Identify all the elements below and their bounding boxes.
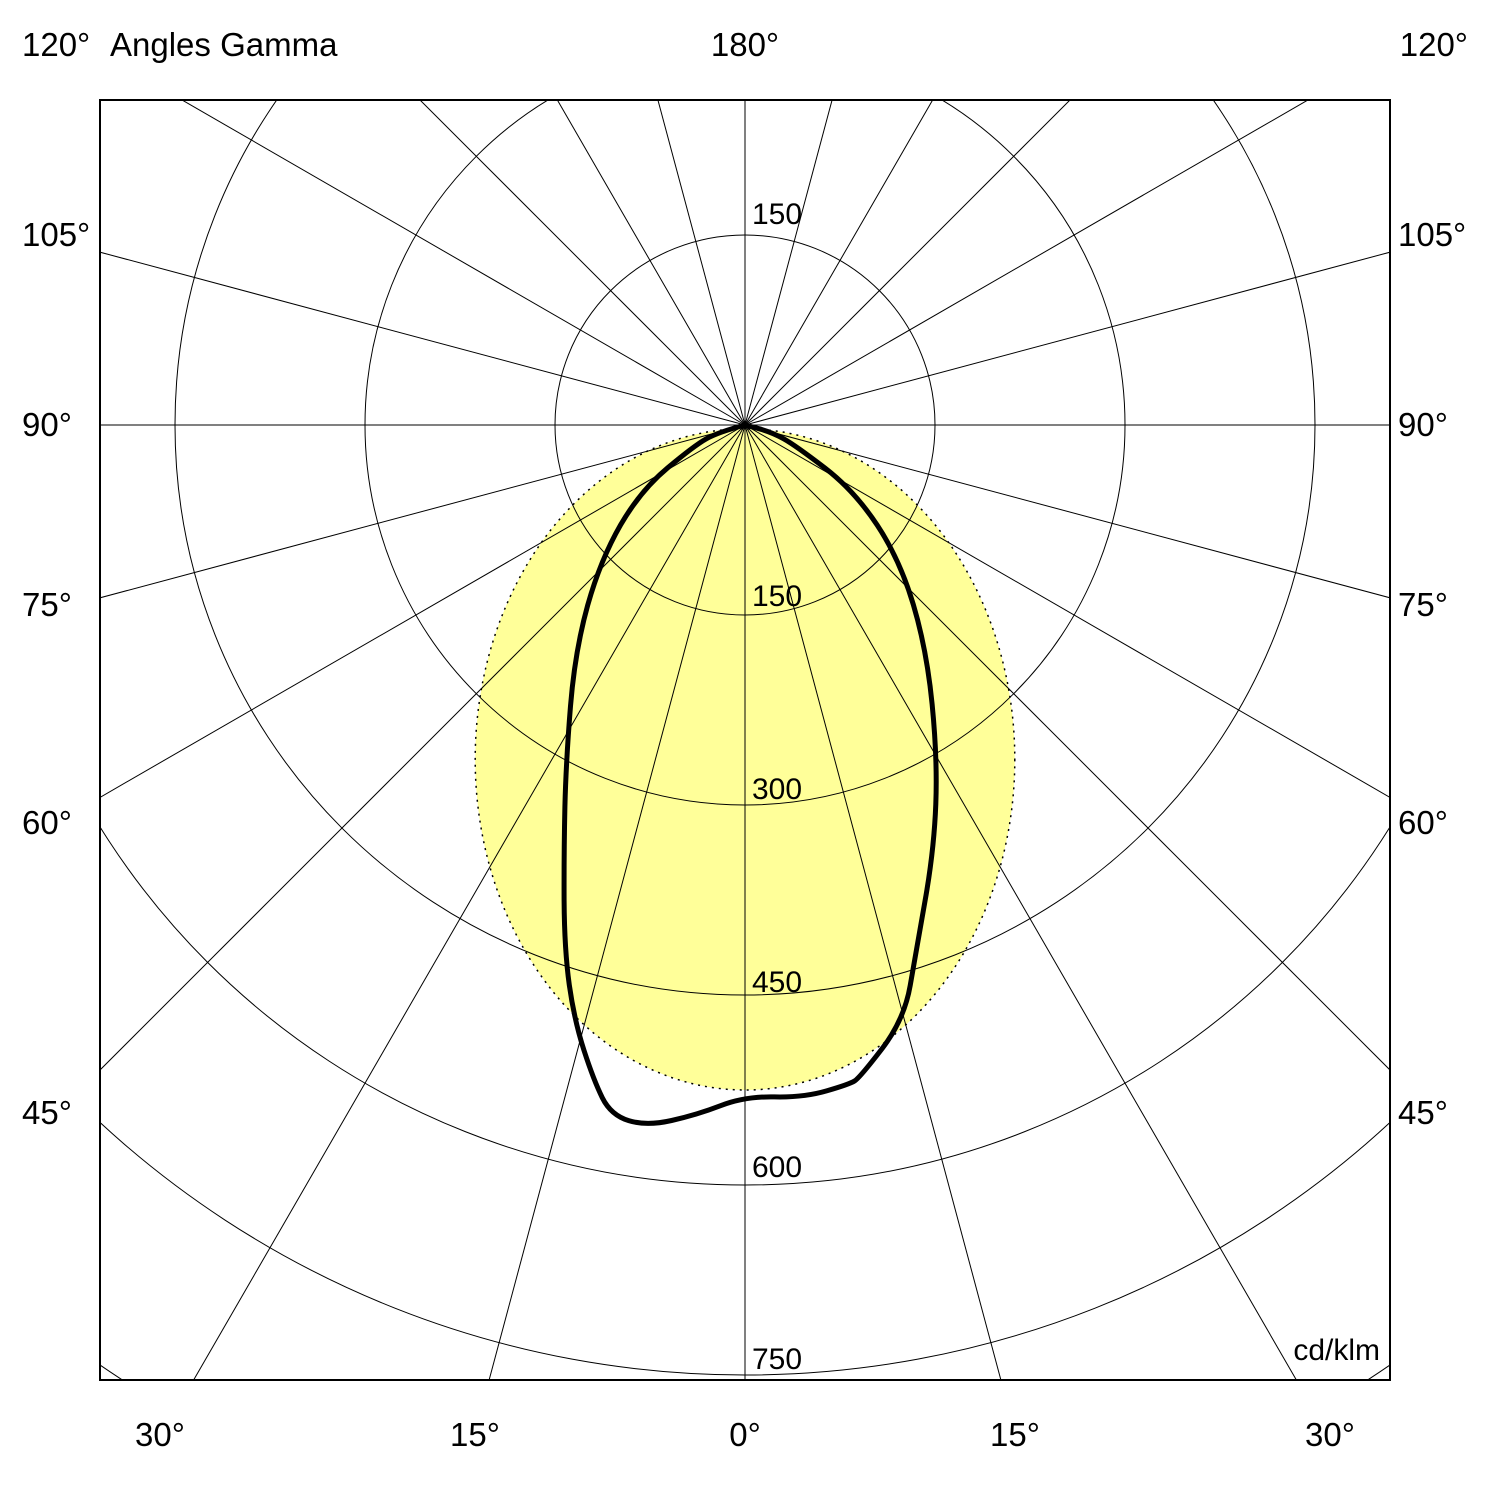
grid-ray [744, 424, 1002, 1380]
gamma-label-left-45: 45° [22, 1094, 72, 1131]
plot-border [99, 99, 1391, 1381]
grid-ray [744, 251, 1390, 426]
unit-label: cd/klm [1293, 1334, 1380, 1367]
grid-ray [100, 424, 746, 798]
gamma-label-top-center-180: 180° [710, 26, 780, 63]
grid-ray [100, 424, 746, 599]
grid-ray [556, 100, 746, 426]
gamma-label-right-60: 60° [1398, 804, 1448, 841]
grid-ray [744, 424, 1297, 1380]
gamma-label-bottom-30l: 30° [135, 1416, 185, 1453]
grid-ray [488, 424, 746, 1380]
grid-ray [744, 100, 833, 426]
gamma-label-left-75: 75° [22, 586, 72, 623]
gamma-label-left-60: 60° [22, 804, 72, 841]
gamma-label-right-90: 90° [1398, 406, 1448, 443]
gamma-label-left-90: 90° [22, 406, 72, 443]
gamma-label-right-75: 75° [1398, 586, 1448, 623]
grid-ray [419, 100, 746, 426]
ring-value-label-300: 300 [752, 773, 803, 806]
grid-ray [181, 100, 746, 426]
gamma-label-top-left-120: 120° [22, 26, 91, 63]
ring-value-label-600: 600 [752, 1151, 803, 1184]
grid-ray [193, 424, 746, 1380]
gamma-label-right-105: 105° [1398, 216, 1467, 253]
gamma-label-bottom-0: 0° [729, 1416, 761, 1453]
gamma-label-bottom-30r: 30° [1305, 1416, 1355, 1453]
grid-ray [744, 100, 1071, 426]
chart-title: Angles Gamma [110, 26, 338, 63]
ring-value-label-450: 450 [752, 966, 803, 999]
gamma-label-right-45: 45° [1398, 1094, 1448, 1131]
grid-ray [744, 424, 1390, 798]
gamma-label-top-right-120: 120° [1399, 26, 1468, 63]
gamma-label-bottom-15l: 15° [450, 1416, 500, 1453]
grid-ray [100, 424, 746, 1071]
ring-value-label-750: 750 [752, 1343, 803, 1376]
gamma-label-bottom-15r: 15° [990, 1416, 1040, 1453]
grid-ray [100, 251, 746, 426]
series-c0-c180-curve [561, 422, 939, 1126]
gamma-label-left-105: 105° [22, 216, 91, 253]
ring-value-label-150: 150 [752, 580, 803, 613]
grid-ray [744, 100, 934, 426]
grid-ray [657, 100, 746, 426]
grid-ray [744, 424, 1390, 599]
grid-ray [744, 100, 1309, 426]
ring-value-label-150-top: 150 [752, 198, 803, 231]
